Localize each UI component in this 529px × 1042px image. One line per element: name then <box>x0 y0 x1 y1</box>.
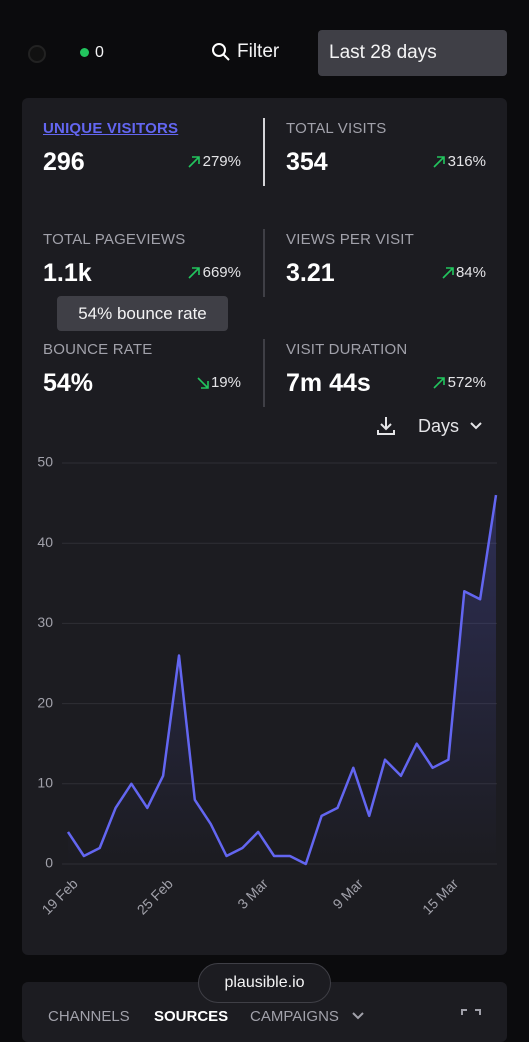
chart: 0 10 20 30 40 50 19 Feb 25 Feb 3 Mar 9 Mar 15 Mar <box>37 454 498 918</box>
stat-change: 19% <box>210 374 241 391</box>
stat-change: 316% <box>447 153 486 170</box>
stat-value: 296 <box>43 148 85 176</box>
x-tick-label: 19 Feb <box>39 875 81 917</box>
search-icon[interactable] <box>211 42 231 62</box>
tab-active[interactable]: SOURCES <box>154 1008 229 1025</box>
stat-value: 354 <box>286 148 328 176</box>
y-tick-label: 50 <box>37 454 53 470</box>
tooltip: 54% bounce rate <box>57 296 228 331</box>
area <box>68 495 496 864</box>
stat-label[interactable]: TOTAL VISITS <box>286 120 387 137</box>
stat-divider <box>263 118 265 186</box>
stat-change: 279% <box>202 153 241 170</box>
x-tick-label: 25 Feb <box>134 875 176 917</box>
trend-arrow <box>441 266 454 279</box>
y-tick-label: 10 <box>37 775 53 791</box>
stat-label[interactable]: UNIQUE VISITORS <box>43 120 179 137</box>
logo[interactable] <box>28 45 46 63</box>
trend-arrow <box>433 377 445 389</box>
trend-arrow <box>188 266 200 279</box>
expand-icon[interactable] <box>460 1008 482 1024</box>
trend-arrow <box>196 377 209 389</box>
tab[interactable]: CHANNELS <box>48 1008 130 1025</box>
stat-label[interactable]: VIEWS PER VISIT <box>286 230 415 248</box>
chevron <box>470 422 482 430</box>
filter-button[interactable]: Filter <box>237 41 280 62</box>
y-tick-label: 30 <box>37 614 53 630</box>
stat-divider <box>263 228 265 297</box>
line <box>66 494 498 866</box>
interval-dropdown[interactable]: Days <box>418 416 460 436</box>
trend-arrow <box>433 156 445 168</box>
badge[interactable]: plausible.io <box>198 963 331 1003</box>
stat-value: 3.21 <box>286 258 335 287</box>
stat-value: 54% <box>43 369 94 397</box>
stat-value: 1.1k <box>43 258 92 287</box>
period-dropdown[interactable]: Last 28 days <box>318 30 507 76</box>
stat-value: 7m 44s <box>286 369 371 397</box>
live-dot <box>80 48 89 57</box>
trend-arrow <box>188 156 200 168</box>
y-tick-label: 40 <box>37 534 53 550</box>
stat-change: 572% <box>447 374 486 391</box>
live-count[interactable]: 0 <box>95 44 104 61</box>
stat-divider <box>263 339 265 407</box>
tab[interactable]: CAMPAIGNS <box>250 1008 339 1025</box>
download-icon[interactable] <box>375 415 397 437</box>
y-tick-label: 0 <box>45 855 53 871</box>
stat-label[interactable]: BOUNCE RATE <box>43 341 153 358</box>
stat-change: 84% <box>455 263 486 281</box>
x-tick-label: 3 Mar <box>234 875 271 912</box>
stat-label[interactable]: TOTAL PAGEVIEWS <box>43 230 186 248</box>
chevron <box>352 1012 364 1020</box>
x-tick-label: 15 Mar <box>419 875 461 917</box>
y-tick-label: 20 <box>37 694 53 710</box>
stat-change: 669% <box>202 263 241 281</box>
stat-label[interactable]: VISIT DURATION <box>286 341 408 358</box>
x-tick-label: 9 Mar <box>329 875 366 912</box>
